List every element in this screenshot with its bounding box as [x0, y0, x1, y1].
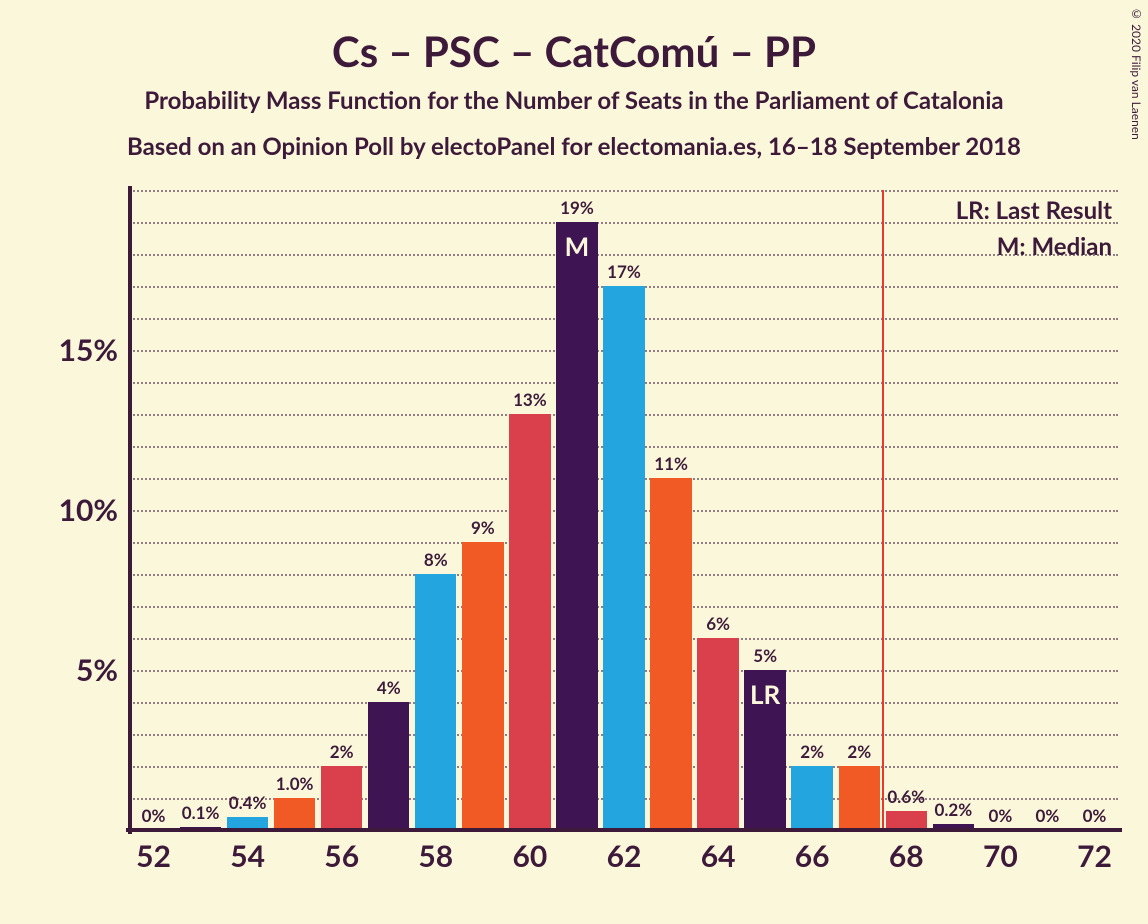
- chart-title: Cs – PSC – CatComú – PP: [0, 26, 1148, 76]
- bar-value-label: 11%: [641, 453, 701, 474]
- bar-value-label: 0.4%: [218, 792, 278, 813]
- grid-line: [130, 222, 1118, 224]
- last-result-marker: LR: [735, 678, 795, 710]
- bar: [603, 286, 644, 830]
- legend-m: M: Median: [997, 232, 1112, 261]
- bar: [415, 574, 456, 830]
- xtick-label: 70: [970, 838, 1030, 874]
- xtick-label: 68: [876, 838, 936, 874]
- chart-subtitle-2: Based on an Opinion Poll by electoPanel …: [0, 132, 1148, 161]
- xtick-label: 52: [124, 838, 184, 874]
- bar: [650, 478, 691, 830]
- bar-value-label: 2%: [312, 741, 372, 762]
- legend-lr: LR: Last Result: [956, 196, 1112, 225]
- bar: [274, 798, 315, 830]
- copyright-text: © 2020 Filip van Laenen: [1129, 6, 1144, 140]
- xtick-label: 62: [594, 838, 654, 874]
- grid-line: [130, 254, 1118, 256]
- xtick-label: 56: [312, 838, 372, 874]
- bar: [321, 766, 362, 830]
- bar-value-label: 17%: [594, 261, 654, 282]
- xtick-label: 66: [782, 838, 842, 874]
- plot-area: LR: Last Result M: Median 5%10%15%0%0.1%…: [130, 190, 1118, 830]
- bar: [839, 766, 880, 830]
- chart-subtitle-1: Probability Mass Function for the Number…: [0, 86, 1148, 115]
- grid-line: [130, 190, 1118, 192]
- bar-value-label: 13%: [500, 389, 560, 410]
- bar: [509, 414, 550, 830]
- bar-value-label: 9%: [453, 517, 513, 538]
- xtick-label: 54: [218, 838, 278, 874]
- ytick-label: 15%: [18, 332, 118, 368]
- chart-container: Cs – PSC – CatComú – PP Probability Mass…: [0, 0, 1148, 924]
- bar-value-label: 8%: [406, 549, 466, 570]
- x-axis: [126, 828, 1122, 832]
- y-axis: [128, 186, 132, 834]
- ytick-label: 10%: [18, 492, 118, 528]
- bar: [791, 766, 832, 830]
- bar: [697, 638, 738, 830]
- bar: [462, 542, 503, 830]
- bar-value-label: 1.0%: [265, 773, 325, 794]
- median-marker: M: [547, 230, 607, 262]
- xtick-label: 58: [406, 838, 466, 874]
- bar-value-label: 5%: [735, 645, 795, 666]
- last-result-line: [882, 190, 884, 830]
- bar: [556, 222, 597, 830]
- ytick-label: 5%: [18, 652, 118, 688]
- bar-value-label: 4%: [359, 677, 419, 698]
- xtick-label: 72: [1064, 838, 1124, 874]
- bar-value-label: 6%: [688, 613, 748, 634]
- bar-value-label: 2%: [829, 741, 889, 762]
- xtick-label: 60: [500, 838, 560, 874]
- bar-value-label: 19%: [547, 197, 607, 218]
- bar-value-label: 0%: [1064, 805, 1124, 826]
- xtick-label: 64: [688, 838, 748, 874]
- bar: [368, 702, 409, 830]
